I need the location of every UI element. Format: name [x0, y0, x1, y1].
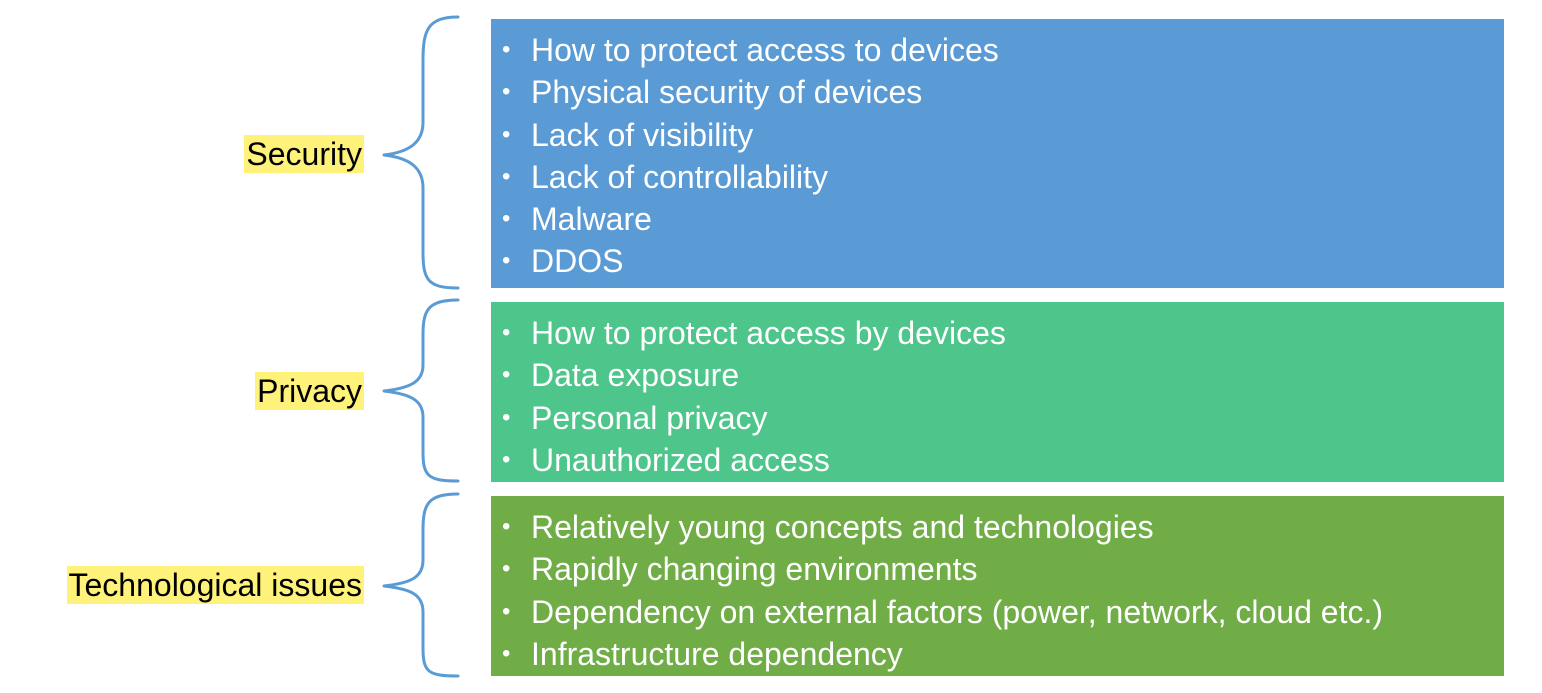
curly-brace-icon	[382, 298, 460, 483]
list-item: • Physical security of devices	[501, 71, 1504, 113]
list-item: • Lack of visibility	[501, 114, 1504, 156]
item-text: Infrastructure dependency	[531, 635, 903, 672]
curly-brace-icon	[382, 15, 460, 290]
item-list-privacy: • How to protect access by devices • Data …	[501, 312, 1504, 481]
list-item: • Data exposure	[501, 354, 1504, 396]
list-item: • How to protect access by devices	[501, 312, 1504, 354]
bullet-icon: •	[502, 319, 511, 346]
item-list-security: • How to protect access to devices • Physi…	[501, 29, 1504, 283]
item-text: Malware	[531, 201, 652, 238]
bullet-icon: •	[502, 247, 511, 275]
content-box-security: • How to protect access to devices • Physi…	[491, 19, 1504, 288]
content-box-technological-issues: • Relatively young concepts and technolog…	[491, 496, 1504, 676]
list-item: • Personal privacy	[501, 397, 1504, 439]
content-box-privacy: • How to protect access by devices • Data …	[491, 302, 1504, 482]
item-text: Relatively young concepts and technologi…	[531, 509, 1154, 545]
bullet-icon: •	[502, 639, 511, 667]
item-text: Data exposure	[531, 357, 740, 394]
brace-path-security	[382, 15, 460, 290]
item-text: How to protect access by devices	[531, 315, 1006, 351]
curly-brace-icon	[382, 492, 460, 678]
list-item: • Malware	[501, 198, 1504, 240]
item-text: DDOS	[531, 243, 624, 280]
list-item: • Unauthorized access	[501, 439, 1504, 481]
item-text: Unauthorized access	[531, 441, 830, 478]
list-item: • Lack of controllability	[501, 156, 1504, 198]
list-item: • Rapidly changing environments	[501, 548, 1504, 590]
bullet-icon: •	[502, 361, 511, 389]
group-label-security: Security	[244, 135, 364, 173]
bullet-icon: •	[502, 120, 511, 148]
item-text: Physical security of devices	[531, 74, 923, 111]
list-item: • Dependency on external factors (power, …	[501, 591, 1504, 633]
list-item: • Infrastructure dependency	[501, 633, 1504, 675]
bullet-icon: •	[502, 162, 511, 190]
brace-path-privacy	[382, 298, 460, 483]
item-text: Personal privacy	[531, 399, 768, 436]
item-text: Rapidly changing environments	[531, 551, 978, 588]
bullet-icon: •	[502, 597, 511, 625]
item-text: Lack of controllability	[531, 158, 829, 195]
bullet-icon: •	[502, 36, 511, 63]
item-list-technological-issues: • Relatively young concepts and technolog…	[501, 506, 1504, 675]
list-item: • Relatively young concepts and technolog…	[501, 506, 1504, 548]
list-item: • How to protect access to devices	[501, 29, 1504, 71]
bullet-icon: •	[502, 513, 511, 540]
bullet-icon: •	[502, 555, 511, 583]
item-text: Dependency on external factors (power, n…	[531, 593, 1383, 630]
bullet-icon: •	[502, 403, 511, 431]
group-label-technological-issues: Technological issues	[66, 566, 364, 604]
bullet-icon: •	[502, 78, 511, 106]
list-item: • DDOS	[501, 240, 1504, 282]
group-label-privacy: Privacy	[255, 372, 364, 410]
item-text: How to protect access to devices	[531, 32, 999, 68]
bullet-icon: •	[502, 445, 511, 473]
bullet-icon: •	[502, 205, 511, 233]
item-text: Lack of visibility	[531, 116, 754, 153]
brace-path-technological-issues	[382, 492, 460, 678]
